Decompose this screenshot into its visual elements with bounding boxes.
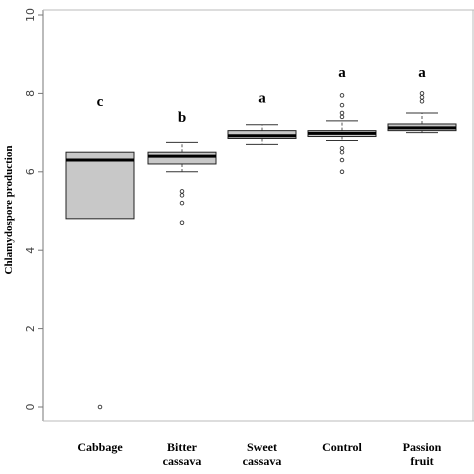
labels: c Cabbage b Bitter cassava a Sweet cassava a Cont…: [77, 65, 441, 468]
outlier-point: [419, 91, 425, 96]
y-tick-label: 2: [24, 325, 37, 332]
y-tick-label: 0: [24, 404, 37, 411]
box-iqr: [147, 151, 217, 165]
y-tick-label: 8: [24, 90, 37, 97]
box-cabbage: [65, 151, 135, 410]
y-tick-label: 4: [24, 247, 37, 254]
outlier-point: [339, 146, 345, 151]
category-label: Passion fruit: [403, 440, 442, 468]
outlier-point: [339, 169, 345, 175]
box-control: [307, 93, 377, 175]
significance-letter: a: [258, 90, 266, 106]
outlier-point: [179, 189, 185, 194]
outlier-point: [179, 200, 185, 206]
category-label: Bitter cassava: [163, 440, 202, 468]
outlier-point: [419, 98, 425, 104]
outlier-point: [339, 149, 345, 155]
outlier-point: [339, 93, 345, 98]
outlier-point: [179, 220, 185, 226]
box-sweet-cassava: [227, 124, 297, 145]
y-tick-label: 10: [24, 8, 37, 22]
y-tick-label: 6: [24, 168, 37, 175]
outlier-point: [179, 193, 185, 198]
outlier-point: [419, 95, 425, 100]
significance-letter: b: [178, 110, 186, 126]
box-passion-fruit: [387, 91, 457, 134]
significance-letter: a: [338, 65, 346, 81]
box-iqr: [65, 151, 135, 220]
category-label: Cabbage: [77, 440, 123, 454]
category-label: Control: [322, 440, 362, 454]
category-label: Sweet cassava: [243, 440, 282, 468]
significance-letter: a: [418, 65, 426, 81]
outlier-point: [339, 110, 345, 116]
significance-letter: c: [97, 94, 104, 110]
y-axis-title: Chlamydospore production: [3, 146, 15, 275]
axes: 0 2 4 6 8 10: [24, 8, 474, 422]
box-series: [65, 91, 457, 410]
outlier-point: [339, 102, 345, 108]
outlier-point: [97, 404, 103, 410]
box-bitter-cassava: [147, 141, 217, 226]
outlier-point: [339, 157, 345, 163]
outlier-point: [339, 114, 345, 120]
